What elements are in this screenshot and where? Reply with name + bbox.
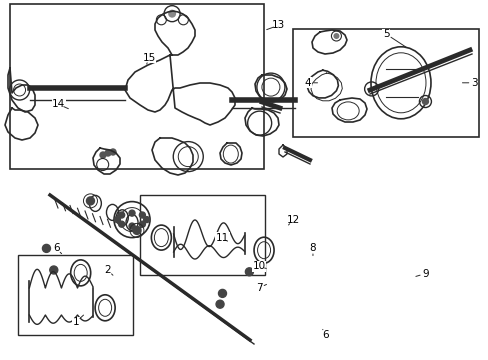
Circle shape [50, 266, 58, 274]
Text: 15: 15 [142, 53, 156, 63]
Text: 6: 6 [53, 243, 60, 253]
Circle shape [110, 149, 116, 155]
Circle shape [119, 212, 124, 218]
Text: 9: 9 [421, 269, 428, 279]
Bar [293, 29, 478, 137]
Circle shape [129, 210, 135, 216]
Circle shape [114, 217, 120, 222]
Circle shape [100, 152, 106, 158]
Circle shape [168, 10, 176, 18]
Circle shape [139, 221, 145, 227]
Circle shape [42, 244, 50, 252]
Text: 8: 8 [309, 243, 316, 253]
Bar [10, 4, 264, 169]
Circle shape [129, 223, 135, 229]
Text: 3: 3 [470, 78, 477, 88]
Circle shape [422, 99, 427, 104]
Text: 11: 11 [215, 233, 229, 243]
Circle shape [139, 212, 145, 218]
Bar [18, 255, 133, 335]
Text: 10: 10 [252, 261, 265, 271]
Text: 12: 12 [286, 215, 300, 225]
Circle shape [86, 197, 94, 205]
Bar [140, 195, 264, 275]
Text: 2: 2 [104, 265, 111, 275]
Text: 7: 7 [255, 283, 262, 293]
Text: 5: 5 [382, 29, 389, 39]
Circle shape [245, 268, 253, 276]
Circle shape [333, 33, 339, 39]
Text: 6: 6 [321, 330, 328, 340]
Circle shape [218, 289, 226, 297]
Circle shape [105, 150, 111, 156]
Circle shape [119, 221, 124, 227]
Text: 13: 13 [271, 20, 285, 30]
Text: 14: 14 [52, 99, 65, 109]
Text: 1: 1 [72, 317, 79, 327]
Circle shape [216, 300, 224, 308]
Circle shape [133, 226, 141, 234]
Circle shape [143, 217, 149, 222]
Text: 4: 4 [304, 78, 311, 88]
